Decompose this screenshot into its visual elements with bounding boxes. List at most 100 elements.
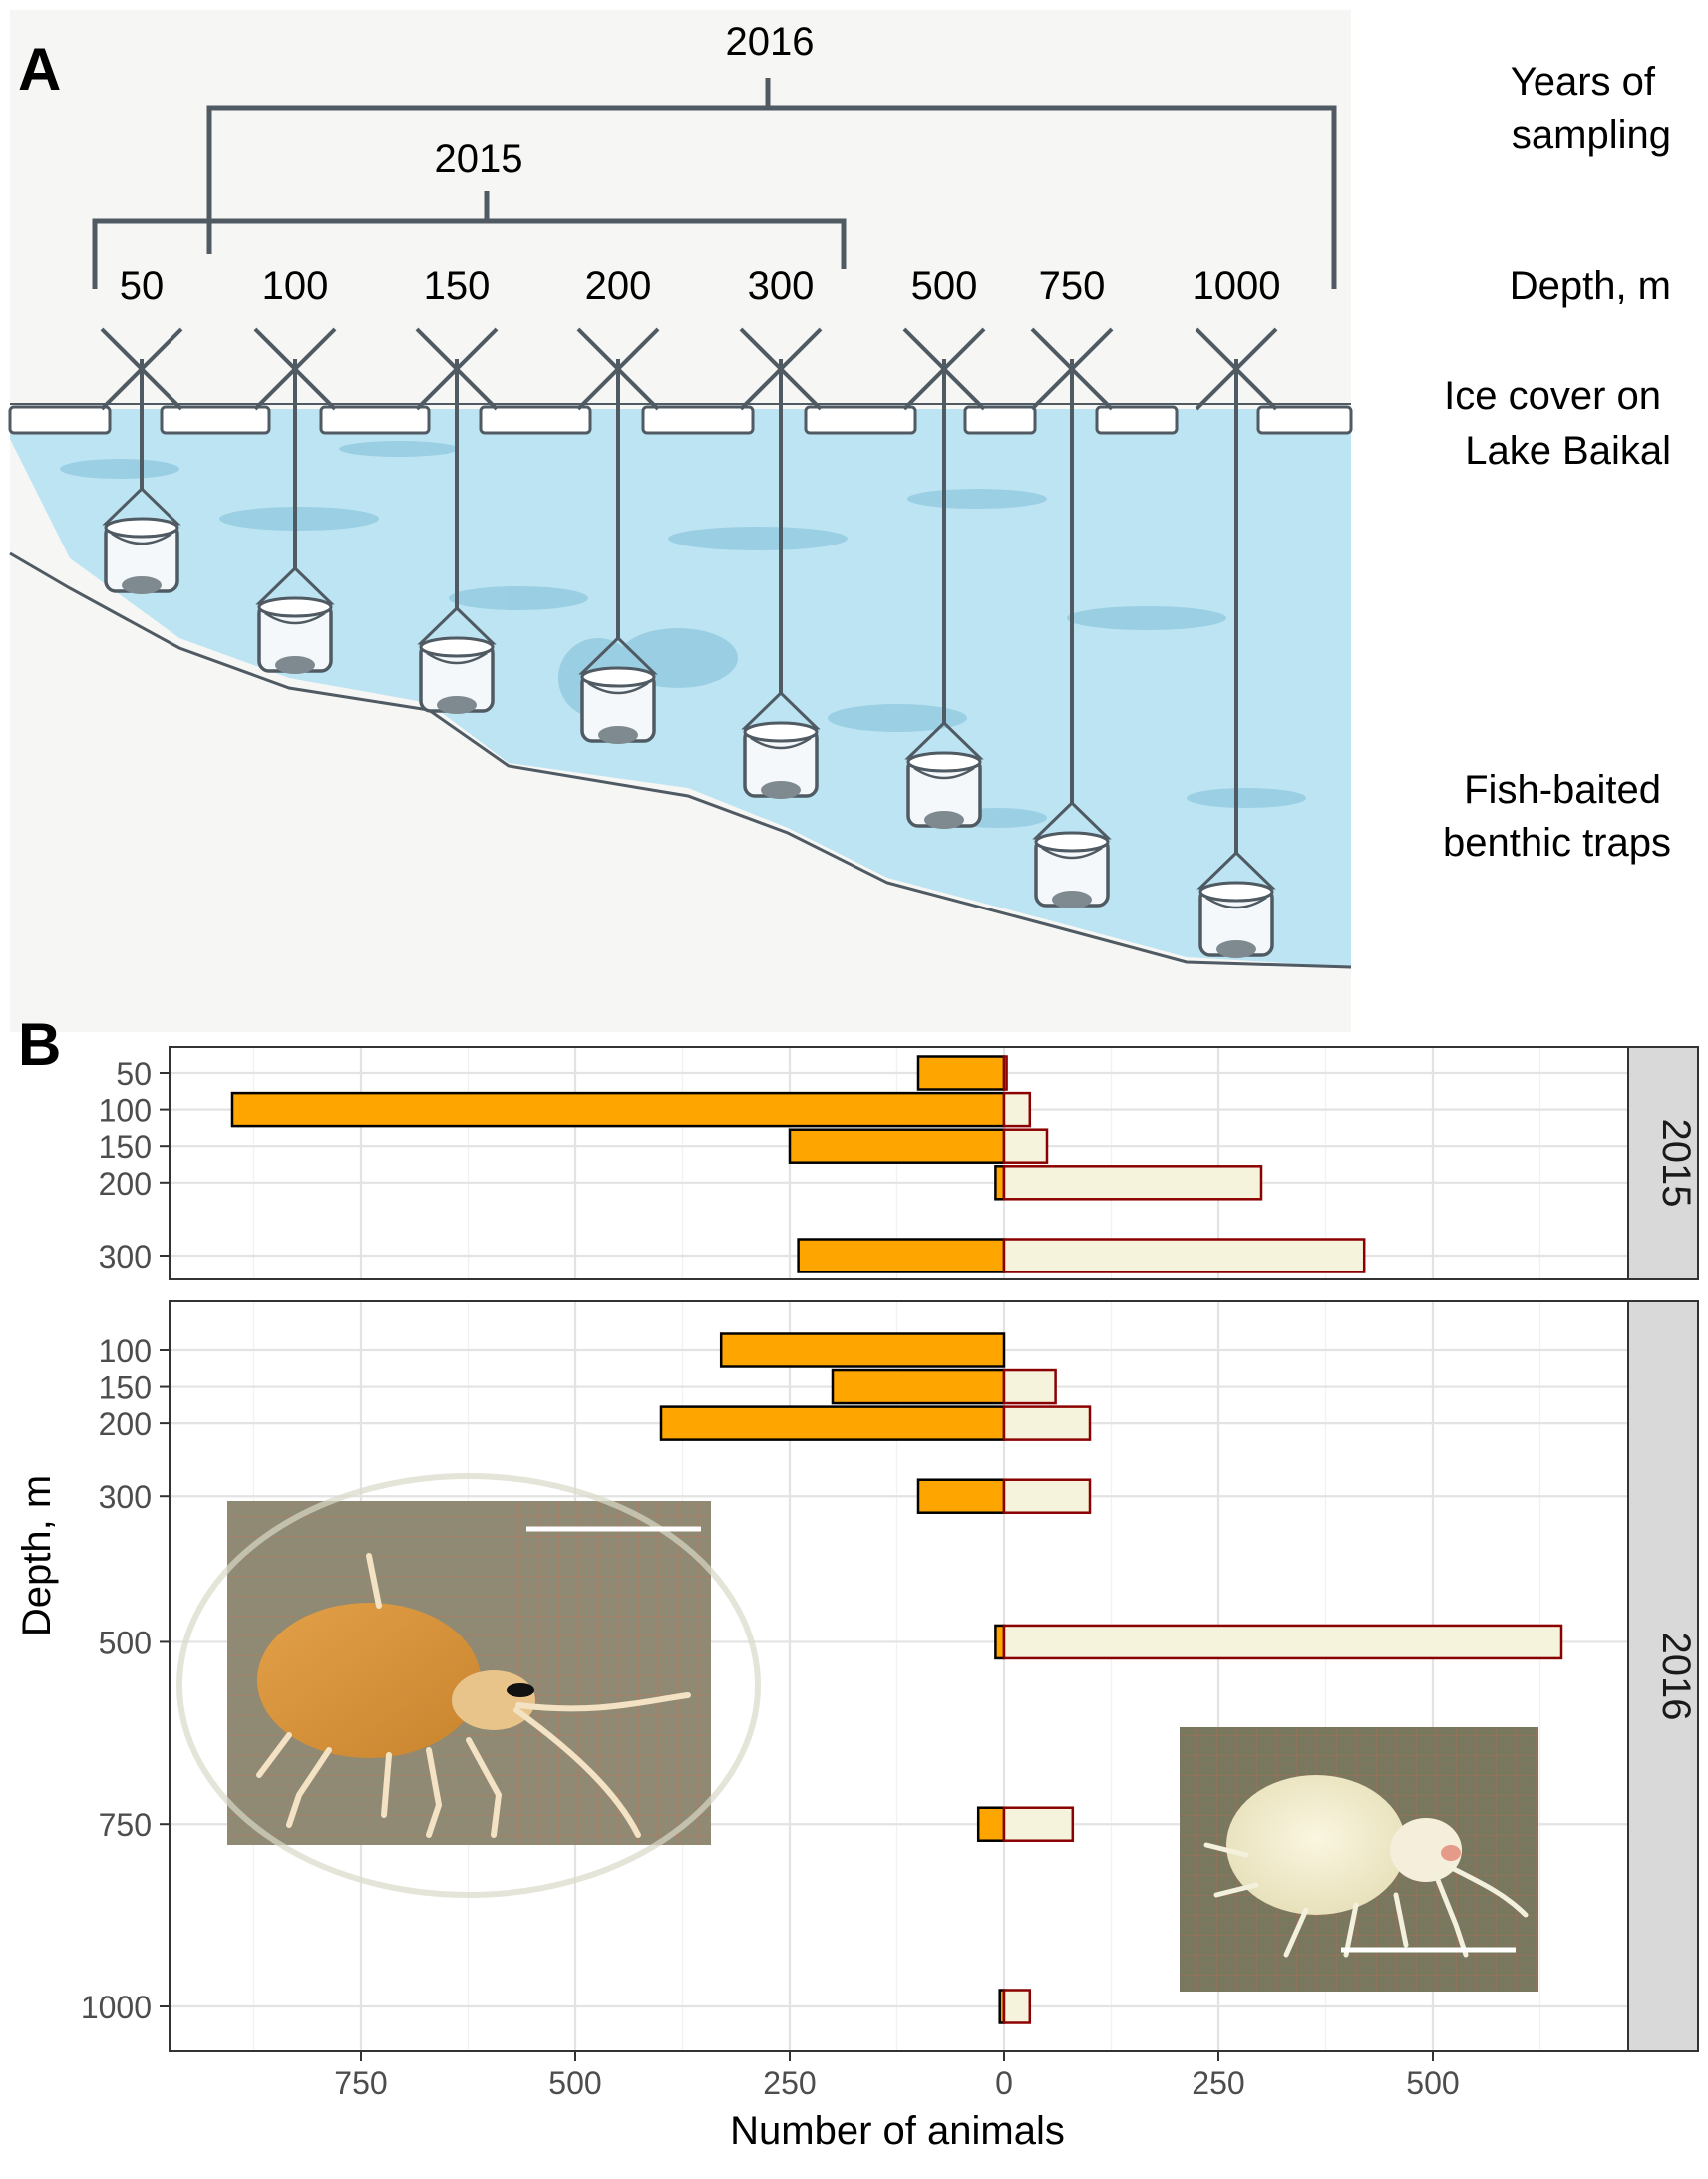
facet-strip-2015-box [1627, 1046, 1699, 1280]
bar-left [230, 1091, 1006, 1128]
trap-rim [257, 596, 333, 618]
x-tick-label: 250 [763, 2065, 816, 2101]
trap [902, 327, 986, 829]
years-label-line2: sampling [1512, 113, 1671, 157]
y-axis-title: Depth, m [15, 1475, 59, 1636]
y-tick-label: 150 [99, 1129, 152, 1165]
trap-bait [437, 696, 477, 714]
photo-right [1180, 1727, 1538, 1992]
x-tick-label: 500 [548, 2065, 601, 2101]
trap-bait [598, 726, 638, 744]
trap [739, 327, 823, 799]
bracket-2016-label: 2016 [726, 20, 815, 64]
bar-right [1002, 1989, 1032, 2024]
amphipod-pale-eye [1441, 1845, 1461, 1861]
bar-layer [230, 1055, 1563, 2024]
trap [1195, 327, 1278, 958]
trap-funnel [1205, 896, 1267, 909]
bar-left [797, 1238, 1006, 1273]
x-tick-label: 500 [1406, 2065, 1459, 2101]
bar-left [994, 1165, 1006, 1201]
amphipod-orange-body [257, 1603, 481, 1758]
depth-label: 500 [911, 264, 978, 308]
trap-bait [1052, 891, 1092, 908]
amphipod-pale-body [1226, 1775, 1406, 1915]
trap-funnel [587, 681, 649, 695]
amphipod-orange-head [452, 1670, 535, 1730]
bar-right [1002, 1624, 1563, 1660]
trap [1030, 327, 1114, 908]
bracket-2015 [92, 191, 847, 289]
trap-funnel [750, 736, 812, 750]
ice-cover [8, 403, 1353, 435]
bar-right [1002, 1238, 1366, 1273]
bracket-2015-label: 2015 [435, 137, 523, 181]
trap-funnel [426, 651, 488, 665]
depth-label: 200 [585, 264, 652, 308]
y-tick-label: 1000 [81, 1990, 152, 2025]
bar-left [994, 1624, 1006, 1660]
trap-rim [743, 721, 819, 743]
trap-bait [924, 811, 964, 829]
amphipod-orange-legs [256, 1553, 691, 1838]
y-tick-label: 750 [99, 1807, 152, 1843]
panel-a-label: A [18, 36, 61, 103]
x-tick-label: 750 [334, 2065, 387, 2101]
x-tick-label: 0 [995, 2065, 1013, 2101]
facet-strip-2015-label: 2015 [1654, 1119, 1698, 1208]
bar-left [659, 1405, 1006, 1441]
trap-bait [761, 781, 801, 799]
y-tick-label: 150 [99, 1370, 152, 1406]
facet-strip-2016-box [1627, 1300, 1699, 2052]
photo-left [176, 1473, 761, 1898]
bracket-2016 [206, 78, 1337, 289]
trap-bait [122, 576, 162, 594]
x-axis-title: Number of animals [730, 2109, 1065, 2153]
trap-layer [100, 327, 1278, 958]
bar-right [1002, 1405, 1092, 1441]
trap [100, 327, 183, 594]
panel-b-label: B [18, 1011, 61, 1078]
trap [415, 327, 499, 714]
depth-side-label: Depth, m [1510, 264, 1671, 308]
trap-funnel [111, 532, 172, 545]
trap [253, 327, 337, 674]
y-tick-label: 200 [99, 1406, 152, 1442]
bar-right [1002, 1806, 1075, 1842]
trap-bait [1216, 940, 1256, 958]
trap-rim [1034, 831, 1110, 853]
bar-right [1002, 1091, 1032, 1128]
y-tick-label: 300 [99, 1479, 152, 1515]
trap-rim [906, 751, 982, 773]
amphipod-eye [507, 1683, 534, 1697]
y-tick-label: 200 [99, 1166, 152, 1202]
trap-funnel [913, 766, 975, 780]
traps-label-line2: benthic traps [1443, 821, 1671, 865]
trap [576, 327, 660, 744]
lake-bottom-line [9, 551, 1352, 969]
bar-left [916, 1055, 1006, 1091]
trap-rim [104, 517, 179, 539]
trap-funnel [264, 611, 326, 625]
amphipod-pale-legs [1203, 1842, 1529, 1958]
y-tick-label: 500 [99, 1625, 152, 1660]
traps-label-line1: Fish-baited [1464, 768, 1661, 812]
panel-a-side-labels: Years of sampling Depth, m Ice cover on … [1443, 60, 1671, 865]
bar-left [788, 1128, 1006, 1164]
year-brackets [92, 78, 1337, 289]
x-tick-label: 250 [1192, 2065, 1244, 2101]
trap-funnel [1041, 846, 1103, 860]
bar-right [1002, 1055, 1008, 1091]
bar-left [719, 1332, 1006, 1368]
y-tick-label: 100 [99, 1333, 152, 1369]
bar-right [1002, 1165, 1263, 1201]
panel-b: B [15, 1011, 1699, 2153]
depth-label: 50 [120, 264, 165, 308]
facet-strip-2015: 2015 [1627, 1046, 1699, 1280]
depth-label: 1000 [1193, 264, 1281, 308]
ice-label-line1: Ice cover on [1444, 374, 1661, 418]
bar-right [1002, 1368, 1057, 1405]
trap-rim [419, 636, 495, 658]
